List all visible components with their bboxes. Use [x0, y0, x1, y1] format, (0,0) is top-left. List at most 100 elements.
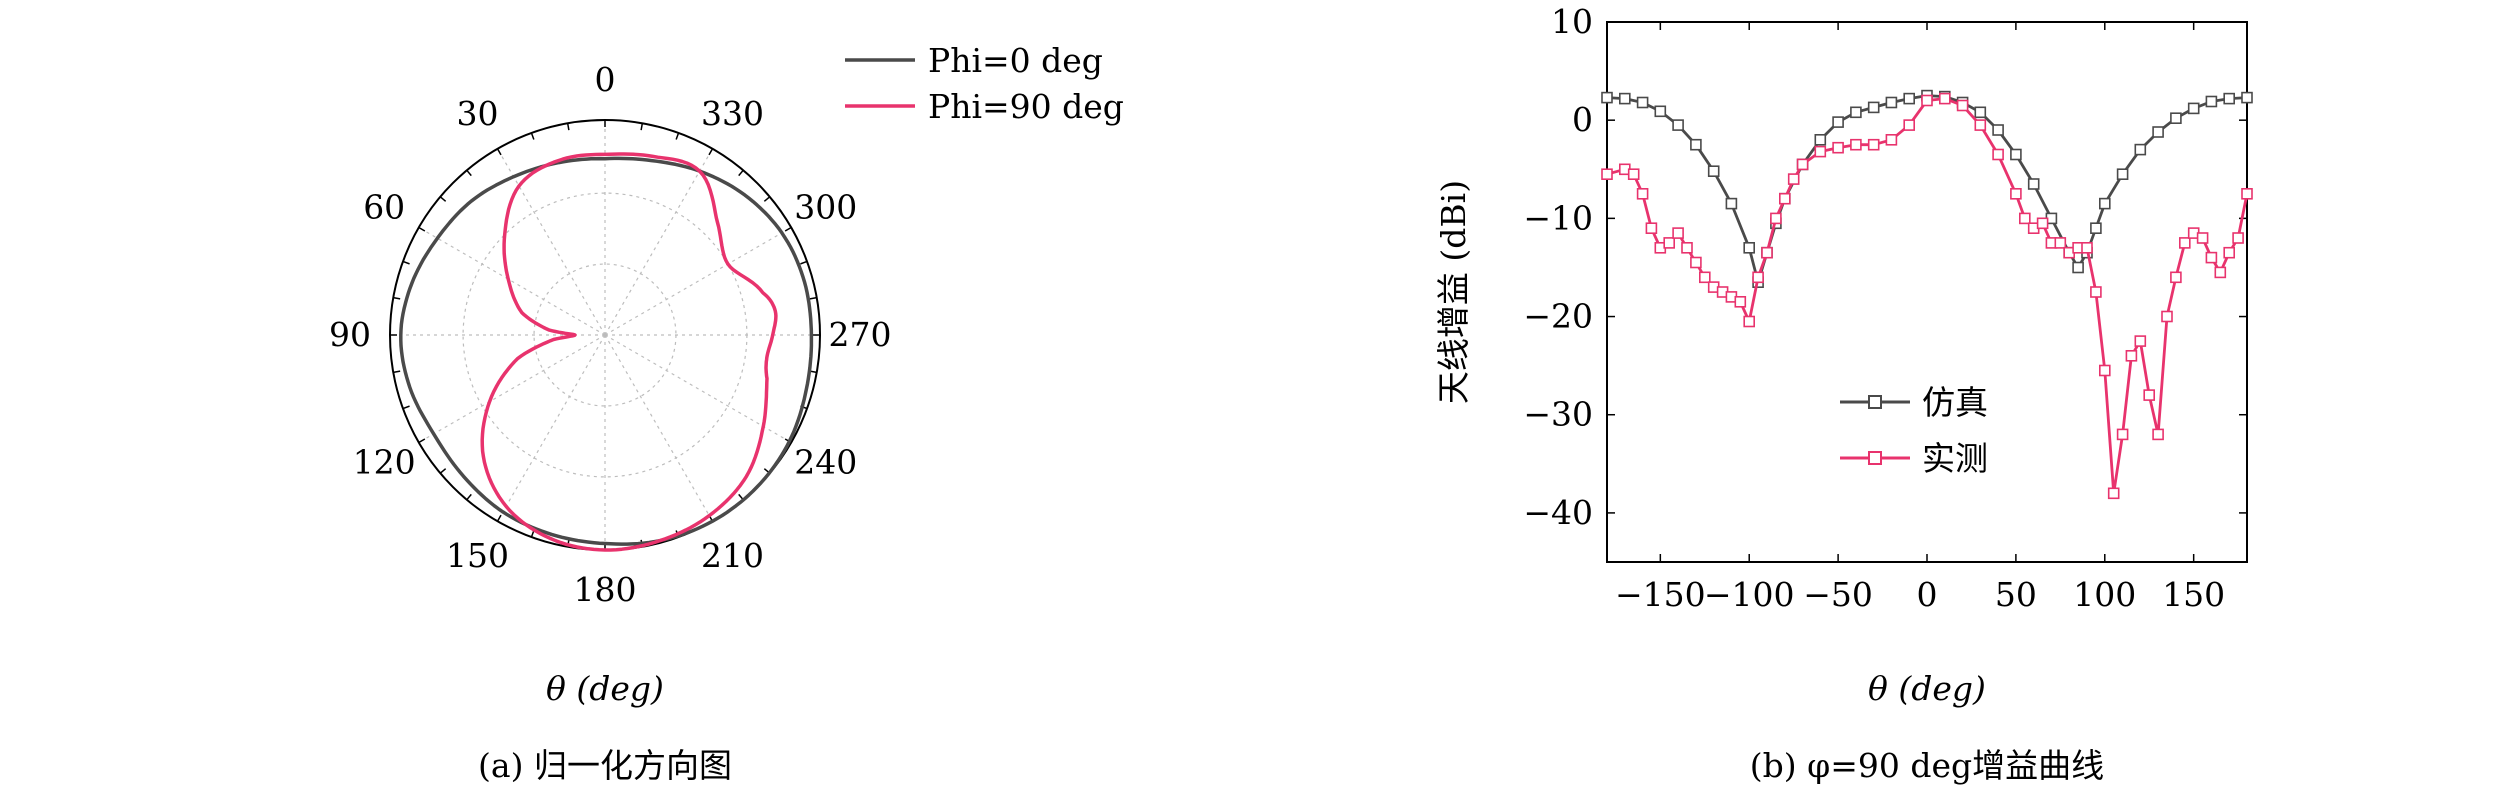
x-axis-label: θ (deg) [1868, 669, 1986, 708]
data-point-sim [1690, 138, 1702, 151]
data-point-meas [2196, 232, 2209, 244]
polar-grid-spoke [496, 148, 606, 336]
data-point-meas [1939, 92, 1951, 105]
polar-angle-label: 0 [595, 60, 616, 99]
polar-axis-label: θ (deg) [546, 669, 664, 708]
data-point-meas [2241, 188, 2253, 200]
polar-legend: Phi=0 deg Phi=90 deg [845, 41, 1124, 126]
data-point-meas [2161, 310, 2173, 323]
data-point-sim [1885, 96, 1898, 109]
data-point-meas [1832, 141, 1844, 154]
polar-angle-label: 300 [794, 188, 857, 227]
y-tick-label: 0 [1572, 100, 1593, 139]
data-point-sim [2116, 168, 2129, 180]
polar-angle-label: 60 [363, 188, 405, 227]
y-tick-label: −30 [1523, 395, 1593, 434]
data-point-sim [2170, 112, 2182, 124]
data-point-meas [2232, 232, 2244, 244]
polar-grid-spoke [418, 334, 606, 444]
data-point-meas [2090, 286, 2102, 298]
x-tick-label: 150 [2162, 575, 2225, 614]
x-tick-label: 100 [2073, 575, 2136, 614]
data-point-meas [2019, 212, 2031, 225]
y-tick-label: 10 [1551, 2, 1593, 41]
data-point-sim [1867, 101, 1880, 114]
data-point-sim [2090, 222, 2102, 234]
polar-tick-mark [402, 260, 410, 265]
polar-angle-label: 120 [353, 443, 416, 482]
data-point-sim [2072, 261, 2084, 274]
polar-angle-label: 180 [574, 570, 637, 609]
caption-b: (b) φ=90 deg增益曲线 [1750, 746, 2104, 785]
data-point-sim [1743, 242, 1755, 254]
data-point-meas [1885, 134, 1898, 146]
polar-angle-label: 30 [457, 94, 499, 133]
series-line-meas [1606, 97, 2249, 495]
polar-angle-label: 150 [446, 536, 509, 575]
polar-series-phi90 [480, 152, 778, 552]
line-legend: 仿真 实测 [1840, 383, 1988, 478]
data-point-meas [1734, 295, 1747, 308]
polar-tick-mark [809, 296, 817, 300]
polar-tick-mark [466, 493, 472, 501]
data-point-meas [2170, 271, 2182, 284]
data-point-meas [1867, 138, 1880, 151]
data-point-meas [2223, 246, 2235, 259]
data-point-meas [1787, 173, 1800, 185]
polar-tick-mark [393, 370, 401, 374]
polar-tick-mark [738, 169, 744, 177]
polar-tick-mark [496, 514, 502, 522]
data-point-meas [1796, 158, 1809, 171]
polar-tick-mark [496, 148, 502, 156]
data-point-sim [1725, 197, 1738, 210]
polar-grid-spoke [604, 334, 714, 522]
data-point-meas [1974, 119, 1987, 131]
data-point-meas [1627, 168, 1640, 180]
data-point-meas [2125, 349, 2138, 362]
polar-angle-label: 90 [329, 315, 371, 354]
polar-series-phi0 [399, 156, 814, 546]
data-point-meas [2214, 266, 2227, 279]
data-point-sim [1654, 105, 1667, 118]
polar-angle-ticks: 0 30 60 90 120 150 180 210 240 270 300 330 [329, 60, 892, 609]
data-point-sim [2027, 178, 2040, 190]
data-point-sim [2187, 102, 2200, 115]
data-point-meas [1699, 271, 1711, 284]
data-point-meas [2152, 428, 2164, 441]
polar-angle-label: 270 [829, 315, 892, 354]
data-point-sim [2010, 148, 2022, 161]
polar-tick-mark [708, 148, 714, 156]
data-point-meas [1903, 119, 1915, 131]
polar-tick-mark [530, 132, 535, 140]
polar-tick-mark [466, 169, 472, 177]
polar-tick-mark [393, 296, 401, 300]
polar-angle-label: 240 [794, 443, 857, 482]
data-point-meas [1743, 315, 1755, 328]
y-axis-label: 天线增益 (dBi) [1434, 180, 1473, 404]
data-point-meas [1850, 138, 1862, 151]
y-tick-label: −40 [1523, 493, 1593, 532]
polar-tick-mark [566, 123, 570, 131]
polar-tick-mark [784, 226, 792, 232]
data-point-meas [1681, 242, 1693, 254]
polar-grid-spoke [604, 226, 792, 336]
data-point-sim [2241, 91, 2253, 104]
data-point-meas [2143, 389, 2155, 401]
x-tick-label: −50 [1803, 575, 1873, 614]
data-point-meas [2179, 237, 2191, 249]
data-point-meas [1761, 246, 1773, 259]
polar-angle-label: 210 [701, 536, 764, 575]
data-point-meas [1921, 94, 1933, 107]
y-tick-label: −20 [1523, 297, 1593, 336]
data-point-meas [1956, 99, 1969, 112]
data-point-sim [2223, 92, 2235, 105]
polar-tick-mark [439, 468, 447, 474]
x-tick-label: −100 [1704, 575, 1795, 614]
polar-tick-mark [418, 226, 426, 232]
data-point-meas [2134, 335, 2147, 347]
data-point-sim [1814, 134, 1827, 146]
polar-series-group [399, 152, 814, 552]
data-point-meas [2116, 428, 2129, 441]
